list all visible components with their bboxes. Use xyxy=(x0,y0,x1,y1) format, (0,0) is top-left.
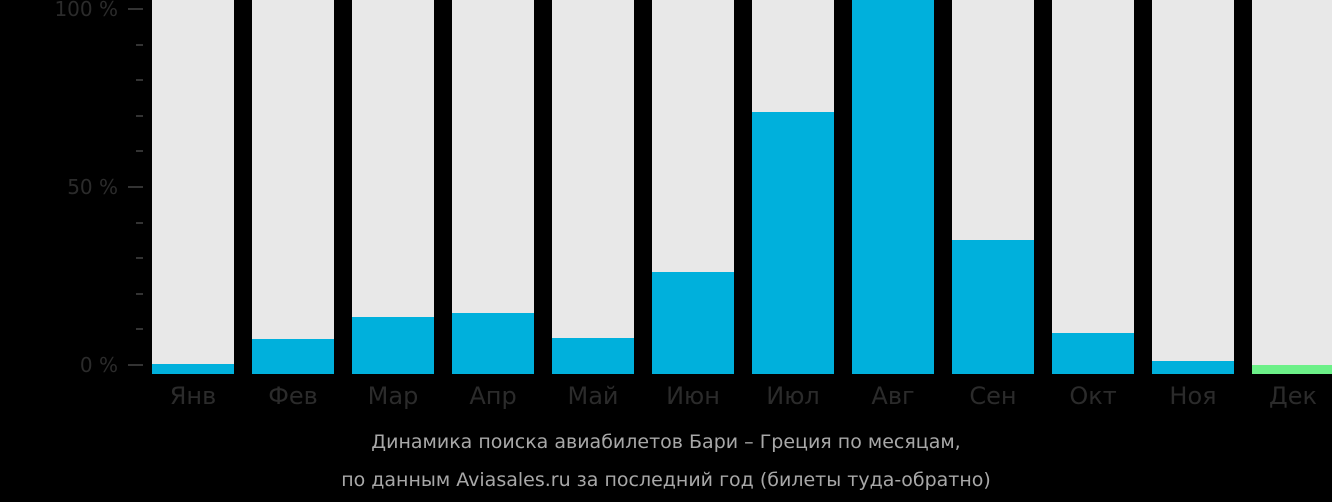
bar-track xyxy=(852,0,934,374)
y-tick-label: 0 % xyxy=(79,353,118,377)
y-minor-tick xyxy=(136,221,143,224)
y-tick-label: 100 % xyxy=(54,0,118,21)
bar-fill xyxy=(552,338,634,374)
bar-track xyxy=(1252,0,1332,374)
x-tick-label: Дек xyxy=(1268,382,1317,410)
y-minor-tick xyxy=(136,328,143,331)
x-tick-label: Мар xyxy=(367,382,419,410)
bar-track xyxy=(952,0,1034,374)
chart-title: Динамика поиска авиабилетов Бари – Греци… xyxy=(371,431,961,453)
bar-track xyxy=(652,0,734,374)
x-tick-label: Сен xyxy=(969,382,1017,410)
x-tick-label: Июл xyxy=(766,382,820,410)
bar-fill xyxy=(652,272,734,374)
bar-fill xyxy=(852,0,934,374)
y-major-tick xyxy=(128,186,143,188)
y-tick-label: 50 % xyxy=(67,175,118,199)
y-minor-tick xyxy=(136,79,143,82)
y-major-tick xyxy=(128,364,143,366)
bar-fill xyxy=(1152,361,1234,374)
x-tick-label: Июн xyxy=(666,382,720,410)
y-minor-tick xyxy=(136,114,143,117)
x-tick-label: Окт xyxy=(1069,382,1117,410)
bar-fill xyxy=(152,364,234,374)
y-minor-tick xyxy=(136,257,143,260)
bar-track xyxy=(152,0,234,374)
bar-track xyxy=(752,0,834,374)
bar-track xyxy=(252,0,334,374)
x-tick-label: Ноя xyxy=(1169,382,1217,410)
bar-track xyxy=(1152,0,1234,374)
x-tick-label: Май xyxy=(567,382,619,410)
bar-track xyxy=(352,0,434,374)
bar-fill xyxy=(1052,333,1134,374)
bar-fill xyxy=(1252,365,1332,374)
bar-track xyxy=(1052,0,1134,374)
y-major-tick xyxy=(128,8,143,10)
bar-track xyxy=(452,0,534,374)
bar-fill xyxy=(752,112,834,374)
x-tick-label: Авг xyxy=(871,382,915,410)
bar-track xyxy=(552,0,634,374)
chart-subtitle: по данным Aviasales.ru за последний год … xyxy=(341,469,991,491)
bar-fill xyxy=(352,317,434,374)
x-tick-label: Янв xyxy=(169,382,217,410)
y-minor-tick xyxy=(136,292,143,295)
x-tick-label: Апр xyxy=(469,382,517,410)
bar-fill xyxy=(452,313,534,374)
x-tick-label: Фев xyxy=(268,382,318,410)
y-minor-tick xyxy=(136,150,143,153)
bar-fill xyxy=(952,240,1034,374)
bar-fill xyxy=(252,339,334,374)
y-minor-tick xyxy=(136,43,143,46)
